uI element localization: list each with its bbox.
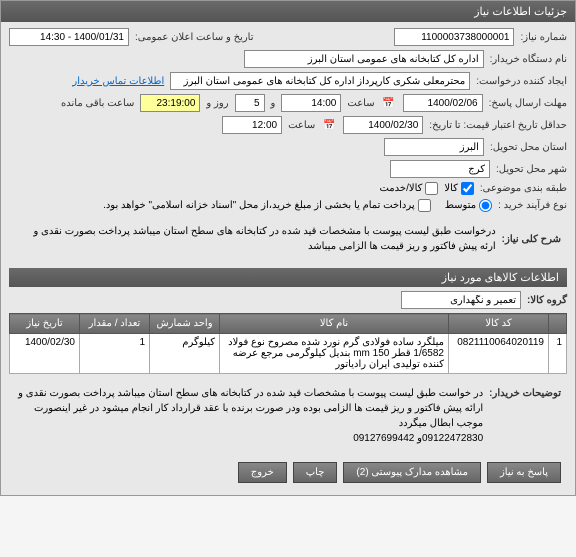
col-date: تاریخ نیاز (10, 314, 80, 334)
row-buyer-org: نام دستگاه خریدار: (9, 50, 567, 68)
main-panel: جزئیات اطلاعات نیاز شماره نیاز: تاریخ و … (0, 0, 576, 496)
pub-datetime-field[interactable] (9, 28, 129, 46)
cell-idx: 1 (549, 334, 567, 374)
province-field[interactable] (384, 138, 484, 156)
time-left-after: ساعت باقی مانده (61, 98, 134, 109)
col-name: نام کالا (220, 314, 449, 334)
row-need-no: شماره نیاز: تاریخ و ساعت اعلان عمومی: (9, 28, 567, 46)
creator-field[interactable] (170, 72, 470, 90)
city-field[interactable] (390, 160, 490, 178)
row-city: شهر محل تحویل: (9, 160, 567, 178)
valid-hour-field[interactable] (222, 116, 282, 134)
buyer-notes-label: توضیحات خریدار: (489, 386, 561, 401)
chk-goods-label: کالا (444, 183, 458, 194)
cell-qty: 1 (80, 334, 150, 374)
province-label: استان محل تحویل: (490, 142, 567, 153)
pub-datetime-label: تاریخ و ساعت اعلان عمومی: (135, 32, 254, 43)
resp-date-field[interactable] (403, 94, 483, 112)
calendar-icon[interactable]: 📅 (381, 95, 397, 111)
row-budget: طبقه بندی موضوعی: کالا کالا/خدمت (9, 182, 567, 195)
chk-pay[interactable]: پرداخت تمام یا بخشی از مبلغ خرید،از محل … (103, 199, 431, 212)
table-header-row: کد کالا نام کالا واحد شمارش تعداد / مقدا… (10, 314, 567, 334)
panel-body: شماره نیاز: تاریخ و ساعت اعلان عمومی: نا… (1, 22, 575, 495)
chk-service[interactable]: کالا/خدمت (379, 182, 438, 195)
row-creator: ایجاد کننده درخواست: اطلاعات تماس خریدار (9, 72, 567, 90)
row-group: گروه کالا: (9, 291, 567, 309)
main-desc-label: شرح کلی نیاز: (502, 232, 561, 247)
col-code: کد کالا (449, 314, 549, 334)
items-header: اطلاعات کالاهای مورد نیاز (9, 268, 567, 287)
reply-button[interactable]: پاسخ به نیاز (487, 462, 561, 483)
row-deadline: مهلت ارسال پاسخ: 📅 ساعت و روز و ساعت باق… (9, 94, 567, 112)
main-desc-box: شرح کلی نیاز: درخواست طبق لیست پیوست با … (9, 218, 567, 264)
need-no-field[interactable] (394, 28, 514, 46)
resp-hour-field[interactable] (281, 94, 341, 112)
time-left-field (140, 94, 200, 112)
panel-title: جزئیات اطلاعات نیاز (1, 1, 575, 22)
close-button[interactable]: خروج (238, 462, 287, 483)
day-label: و (271, 98, 276, 109)
items-table: کد کالا نام کالا واحد شمارش تعداد / مقدا… (9, 313, 567, 374)
button-row: پاسخ به نیاز مشاهده مدارک پیوستی (2) چاپ… (9, 456, 567, 489)
pay-note: پرداخت تمام یا بخشی از مبلغ خرید،از محل … (103, 200, 415, 211)
budget-label: طبقه بندی موضوعی: (480, 183, 567, 194)
group-label: گروه کالا: (527, 295, 567, 306)
row-valid: حداقل تاریخ اعتبار قیمت: تا تاریخ: 📅 ساع… (9, 116, 567, 134)
cell-unit: کیلوگرم (150, 334, 220, 374)
radio-mid[interactable]: متوسط (445, 199, 492, 212)
valid-date-field[interactable] (343, 116, 423, 134)
chk-goods[interactable]: کالا (444, 182, 474, 195)
resp-deadline-label: مهلت ارسال پاسخ: (489, 98, 567, 109)
process-label: نوع فرآیند خرید : (498, 200, 567, 211)
col-qty: تعداد / مقدار (80, 314, 150, 334)
cell-code: 0821110064020119 (449, 334, 549, 374)
buyer-notes-text: در خواست طبق لیست پیوست با مشخصات قید شد… (15, 386, 483, 446)
radio-mid-input[interactable] (479, 199, 492, 212)
main-desc-text: درخواست طبق لیست پیوست با مشخصات قید شده… (15, 224, 496, 254)
buyer-notes-box: توضیحات خریدار: در خواست طبق لیست پیوست … (9, 380, 567, 456)
buyer-org-label: نام دستگاه خریدار: (490, 54, 567, 65)
valid-hour-label: ساعت (288, 120, 315, 131)
print-button[interactable]: چاپ (293, 462, 338, 483)
resp-hour-label: ساعت (347, 98, 374, 109)
days-field[interactable] (235, 94, 265, 112)
chk-service-label: کالا/خدمت (379, 183, 422, 194)
row-process: نوع فرآیند خرید : متوسط پرداخت تمام یا ب… (9, 199, 567, 212)
cell-date: 1400/02/30 (10, 334, 80, 374)
cell-name: میلگرد ساده فولادی گرم نورد شده مصروح نو… (220, 334, 449, 374)
chk-service-input[interactable] (425, 182, 438, 195)
chk-pay-input[interactable] (418, 199, 431, 212)
col-unit: واحد شمارش (150, 314, 220, 334)
radio-mid-label: متوسط (445, 200, 476, 211)
buyer-org-field[interactable] (244, 50, 484, 68)
day-after-label: روز و (206, 98, 228, 109)
table-row[interactable]: 1 0821110064020119 میلگرد ساده فولادی گر… (10, 334, 567, 374)
valid-until-label: حداقل تاریخ اعتبار قیمت: تا تاریخ: (429, 120, 567, 131)
attachments-button[interactable]: مشاهده مدارک پیوستی (2) (343, 462, 481, 483)
contact-link[interactable]: اطلاعات تماس خریدار (72, 76, 164, 87)
calendar-icon-2[interactable]: 📅 (321, 117, 337, 133)
need-no-label: شماره نیاز: (520, 32, 567, 43)
city-label: شهر محل تحویل: (496, 164, 567, 175)
group-field[interactable] (401, 291, 521, 309)
chk-goods-input[interactable] (461, 182, 474, 195)
col-idx (549, 314, 567, 334)
creator-label: ایجاد کننده درخواست: (476, 76, 567, 87)
row-province: استان محل تحویل: (9, 138, 567, 156)
